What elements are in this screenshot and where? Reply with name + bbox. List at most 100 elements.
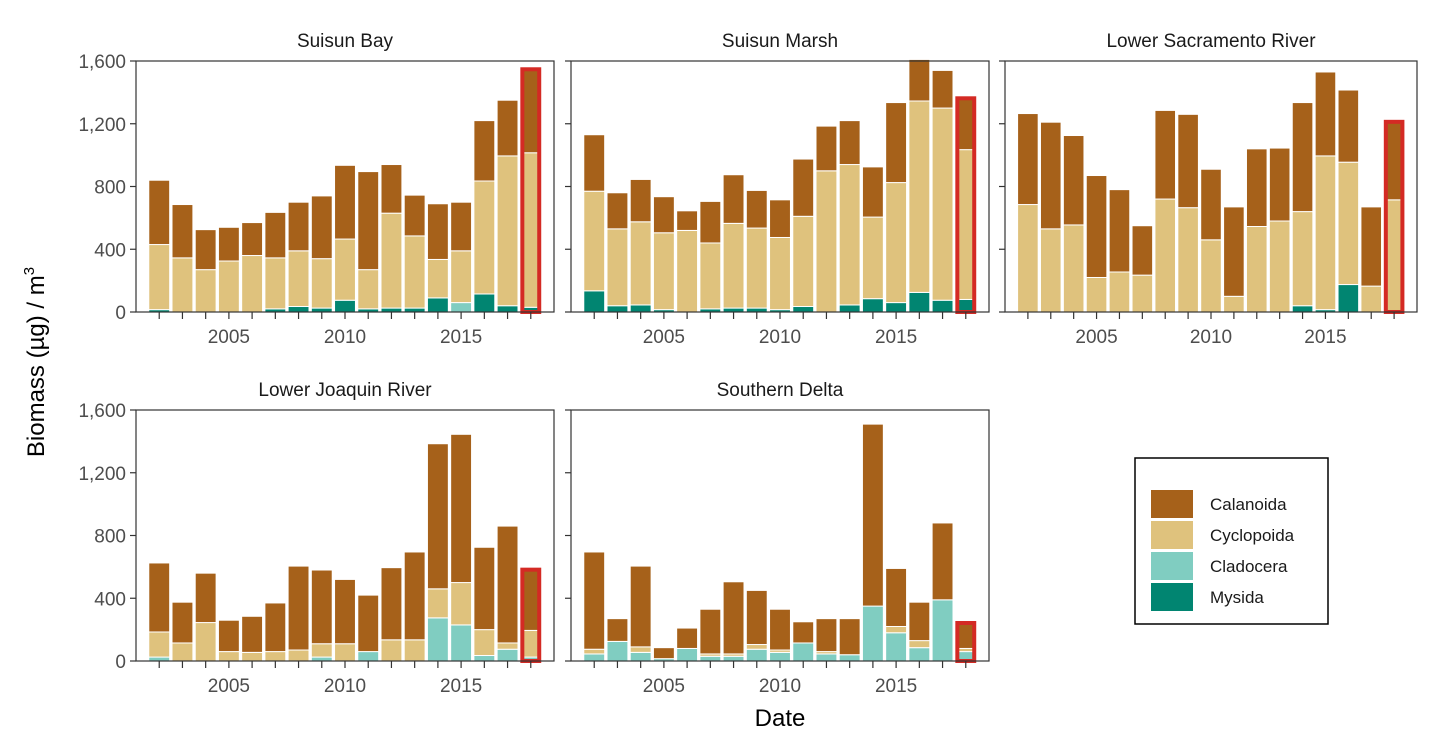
- bar-cyclopoida: [380, 212, 403, 309]
- bar-cyclopoida: [652, 232, 675, 311]
- bar-calanoida: [148, 562, 171, 633]
- bar-calanoida: [287, 201, 310, 252]
- legend-label-calanoida: Calanoida: [1210, 495, 1287, 514]
- bar-cyclopoida: [380, 639, 403, 662]
- bar-calanoida: [629, 178, 652, 223]
- bar-calanoida: [241, 222, 264, 257]
- bar-calanoida: [217, 619, 240, 653]
- bar-calanoida: [769, 608, 791, 651]
- bar-calanoida: [310, 569, 333, 645]
- bar-mysida: [885, 302, 908, 313]
- bar-calanoida: [769, 199, 791, 238]
- bar-mysida: [287, 306, 310, 313]
- panel-4: Southern Delta 2005 2010 2015: [565, 380, 990, 697]
- bar-mysida: [583, 290, 606, 313]
- bar-cyclopoida: [1177, 207, 1199, 313]
- y-tick-label: 400: [94, 240, 126, 261]
- bar-mysida: [838, 304, 861, 313]
- bar-cyclopoida: [583, 648, 606, 655]
- bar-cyclopoida: [496, 155, 519, 307]
- bar-cyclopoida: [310, 643, 333, 658]
- bar-cyclopoida: [1154, 198, 1177, 313]
- bar-cladocera: [606, 640, 629, 662]
- bar-cyclopoida: [1131, 274, 1154, 313]
- bar-cyclopoida: [676, 229, 699, 313]
- bar-calanoida: [699, 608, 722, 655]
- bar-cyclopoida: [885, 625, 908, 634]
- bar-cyclopoida: [1268, 220, 1291, 313]
- bar-cyclopoida: [1200, 239, 1222, 313]
- legend-swatch-cladocera: [1151, 552, 1193, 580]
- bar-calanoida: [264, 602, 287, 653]
- bar-mysida: [792, 306, 815, 313]
- bar-calanoida: [194, 572, 217, 624]
- bar-cyclopoida: [334, 238, 356, 301]
- y-axis-title: Biomass (µg) / m3: [21, 267, 50, 457]
- legend-label-mysida: Mysida: [1210, 588, 1264, 607]
- bar-cyclopoida: [357, 269, 380, 310]
- bar-cladocera: [426, 617, 449, 662]
- x-tick-label: 2005: [1075, 327, 1117, 348]
- bar-cyclopoida: [1017, 204, 1039, 313]
- bar-calanoida: [1314, 71, 1337, 157]
- bar-calanoida: [334, 578, 356, 645]
- legend: Calanoida Cyclopoida Cladocera Mysida: [1134, 457, 1329, 625]
- bar-calanoida: [1360, 206, 1383, 287]
- bar-cyclopoida: [241, 255, 264, 313]
- bar-cyclopoida: [606, 228, 629, 307]
- bar-cyclopoida: [931, 107, 954, 301]
- bar-cladocera: [769, 651, 791, 662]
- panel-0: Suisun Bay 0 400 800 1,200 1,600 2005 2010 2015: [78, 31, 555, 348]
- x-tick-label: 2015: [440, 676, 482, 697]
- bar-cyclopoida: [629, 221, 652, 306]
- bar-calanoida: [1154, 109, 1177, 200]
- bar-mysida: [931, 299, 954, 313]
- bar-cyclopoida: [1108, 271, 1131, 313]
- panel-title: Southern Delta: [717, 380, 844, 401]
- bar-calanoida: [519, 66, 542, 154]
- bar-mysida: [861, 298, 884, 313]
- bar-calanoida: [334, 164, 356, 240]
- bar-cyclopoida: [426, 258, 449, 299]
- bar-cyclopoida: [403, 235, 426, 309]
- panel-title: Suisun Bay: [297, 31, 394, 52]
- bar-calanoida: [217, 226, 240, 262]
- y-tick-label: 1,200: [78, 115, 126, 136]
- bar-cyclopoida: [241, 651, 264, 662]
- bar-cladocera: [885, 632, 908, 662]
- bar-calanoida: [264, 211, 287, 259]
- bar-cyclopoida: [1314, 155, 1337, 311]
- bar-calanoida: [1291, 102, 1314, 213]
- bar-cladocera: [838, 654, 861, 662]
- bar-cyclopoida: [1337, 161, 1360, 286]
- bar-mysida: [426, 297, 449, 313]
- bar-calanoida: [931, 69, 954, 109]
- bar-calanoida: [652, 196, 675, 234]
- bar-cyclopoida: [287, 250, 310, 308]
- bar-calanoida: [1131, 225, 1154, 276]
- bar-cladocera: [583, 653, 606, 662]
- bar-calanoida: [148, 179, 171, 246]
- bar-cyclopoida: [450, 250, 473, 304]
- bar-cyclopoida: [496, 642, 519, 650]
- panel-title: Lower Sacramento River: [1106, 31, 1316, 52]
- bar-calanoida: [171, 204, 194, 259]
- legend-label-cladocera: Cladocera: [1210, 557, 1288, 576]
- bar-calanoida: [676, 210, 699, 231]
- bar-calanoida: [426, 443, 449, 590]
- y-tick-label: 0: [115, 303, 126, 324]
- bar-cyclopoida: [815, 170, 838, 313]
- bar-mysida: [473, 293, 496, 313]
- bar-calanoida: [1245, 148, 1268, 228]
- bar-cyclopoida: [171, 257, 194, 313]
- bars-group: [583, 58, 977, 314]
- bar-cyclopoida: [264, 651, 287, 662]
- x-tick-label: 2010: [759, 327, 801, 348]
- bar-cyclopoida: [908, 640, 931, 649]
- x-axis-title: Date: [755, 705, 806, 732]
- y-tick-label: 800: [94, 527, 126, 548]
- bar-cyclopoida: [1223, 295, 1245, 313]
- x-tick-label: 2005: [208, 676, 250, 697]
- bar-cyclopoida: [722, 222, 745, 309]
- x-tick-label: 2015: [875, 676, 917, 697]
